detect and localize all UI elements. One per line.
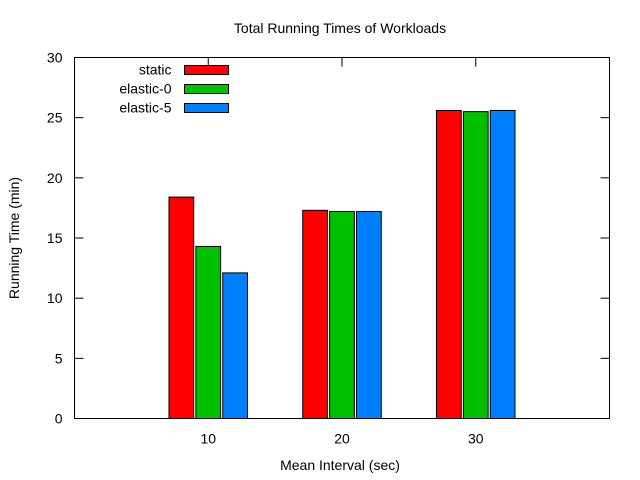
y-tick-label: 10	[47, 290, 63, 306]
bar-static-30	[435, 109, 462, 420]
y-tick-label: 5	[55, 350, 63, 366]
legend-swatch-static	[184, 65, 229, 75]
x-tick-label: 20	[334, 431, 350, 447]
legend-label-elastic-0: elastic-0	[119, 81, 171, 97]
x-tick-label: 30	[468, 431, 484, 447]
legend-swatch-elastic-0	[184, 84, 229, 94]
y-tick-label: 30	[47, 50, 63, 66]
chart-title: Total Running Times of Workloads	[234, 20, 446, 36]
y-tick-label: 25	[47, 110, 63, 126]
bars-group	[168, 109, 516, 420]
y-axis: 0 5 10 15 20 25 30	[47, 50, 610, 427]
legend-label-elastic-5: elastic-5	[119, 100, 171, 116]
legend: static elastic-0 elastic-5	[119, 62, 229, 116]
x-axis-label: Mean Interval (sec)	[280, 457, 400, 473]
bar-elastic-5-20	[356, 211, 382, 419]
x-tick-label: 10	[200, 431, 216, 447]
y-axis-label: Running Time (min)	[6, 177, 22, 299]
y-tick-label: 15	[47, 230, 63, 246]
bar-elastic-0-10	[195, 245, 222, 419]
bar-elastic-0-20	[329, 211, 355, 419]
y-tick-label: 20	[47, 170, 63, 186]
legend-swatch-elastic-5	[184, 103, 229, 113]
legend-label-static: static	[139, 62, 172, 78]
y-tick-label: 0	[55, 411, 63, 427]
bar-elastic-5-30	[489, 109, 516, 420]
bar-elastic-5-10	[222, 272, 249, 419]
bar-static-10	[168, 196, 195, 419]
bar-elastic-0-30	[462, 111, 489, 420]
bar-static-20	[302, 209, 328, 419]
